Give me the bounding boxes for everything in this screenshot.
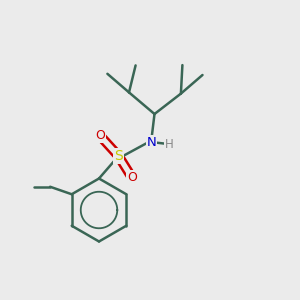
Text: N: N — [147, 136, 156, 149]
Text: S: S — [114, 149, 123, 163]
Text: H: H — [165, 137, 174, 151]
Text: O: O — [127, 171, 137, 184]
Text: O: O — [95, 129, 105, 142]
